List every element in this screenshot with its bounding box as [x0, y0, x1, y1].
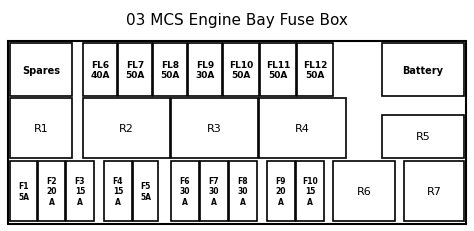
Text: Spares: Spares [22, 65, 60, 75]
Text: R1: R1 [34, 123, 48, 134]
Text: FL8
50A: FL8 50A [160, 61, 180, 80]
Bar [260, 44, 296, 97]
Bar [223, 44, 259, 97]
Text: 03 MCS Engine Bay Fuse Box: 03 MCS Engine Bay Fuse Box [126, 12, 348, 27]
Bar [10, 99, 72, 158]
Bar [38, 161, 65, 221]
Text: F2
20
A: F2 20 A [46, 176, 57, 206]
Text: FL10
50A: FL10 50A [229, 61, 253, 80]
Text: F1
5A: F1 5A [18, 182, 29, 201]
Text: FL12
50A: FL12 50A [303, 61, 327, 80]
Text: F5
5A: F5 5A [140, 182, 151, 201]
Bar [297, 44, 333, 97]
Bar [10, 161, 37, 221]
Text: F6
30
A: F6 30 A [180, 176, 190, 206]
Text: R2: R2 [119, 123, 134, 134]
Bar [333, 161, 395, 221]
Text: R3: R3 [207, 123, 222, 134]
Text: R4: R4 [295, 123, 310, 134]
Bar [8, 42, 466, 224]
Bar [296, 161, 324, 221]
Text: F3
15
A: F3 15 A [75, 176, 85, 206]
Bar [382, 44, 464, 97]
Bar [171, 161, 199, 221]
Text: FL11
50A: FL11 50A [266, 61, 290, 80]
Bar [10, 44, 72, 97]
Bar [153, 44, 187, 97]
Text: FL9
30A: FL9 30A [195, 61, 215, 80]
Bar [118, 44, 152, 97]
Bar [171, 99, 258, 158]
Bar [382, 116, 464, 158]
Bar [104, 161, 132, 221]
Text: F10
15
A: F10 15 A [302, 176, 318, 206]
Text: R5: R5 [416, 132, 430, 142]
Bar [259, 99, 346, 158]
Bar [133, 161, 158, 221]
Bar [200, 161, 228, 221]
Text: F9
20
A: F9 20 A [276, 176, 286, 206]
Text: F4
15
A: F4 15 A [113, 176, 123, 206]
Bar [83, 99, 170, 158]
Text: R6: R6 [356, 186, 371, 196]
Text: F8
30
A: F8 30 A [237, 176, 248, 206]
Text: F7
30
A: F7 30 A [209, 176, 219, 206]
Text: FL6
40A: FL6 40A [90, 61, 110, 80]
Bar [229, 161, 257, 221]
Bar [83, 44, 117, 97]
Bar [404, 161, 464, 221]
Text: Battery: Battery [402, 65, 444, 75]
Bar [267, 161, 295, 221]
Text: FL7
50A: FL7 50A [125, 61, 145, 80]
Bar [188, 44, 222, 97]
Text: R7: R7 [427, 186, 441, 196]
Bar [66, 161, 94, 221]
